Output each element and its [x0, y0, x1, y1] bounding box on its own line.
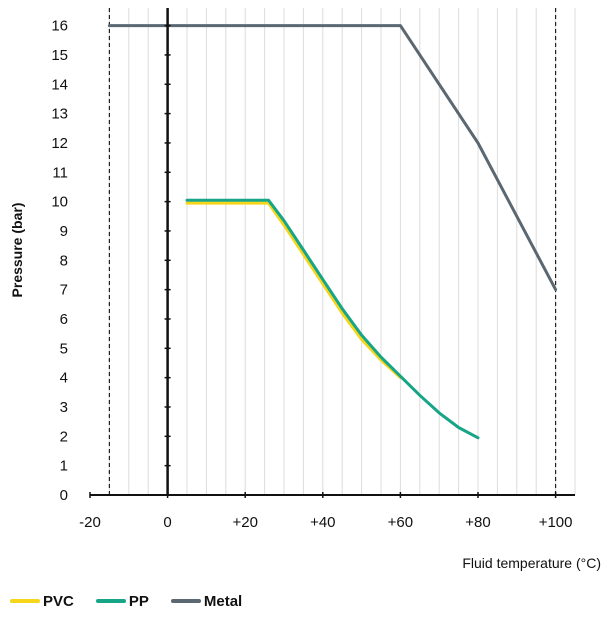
series-line-pp — [185, 198, 480, 440]
legend-label: PVC — [43, 592, 74, 610]
legend: PVC PP Metal — [10, 590, 242, 612]
legend-swatch — [10, 599, 40, 603]
x-tick-label: +80 — [465, 514, 490, 531]
reference-lines — [108, 8, 557, 495]
y-tick-label: 4 — [60, 370, 68, 387]
y-tick-label: 3 — [60, 399, 68, 416]
grid — [108, 8, 576, 495]
x-tick-label: +60 — [388, 514, 413, 531]
legend-item-pvc: PVC — [10, 593, 74, 610]
series-line-metal — [107, 24, 558, 292]
y-tick-label: 10 — [51, 194, 68, 211]
y-tick-label: 7 — [60, 282, 68, 299]
y-tick-label: 13 — [51, 106, 68, 123]
y-tick-label: 6 — [60, 311, 68, 328]
x-tick-label: +100 — [539, 514, 573, 531]
y-tick-label: 5 — [60, 340, 68, 357]
y-tick-label: 1 — [60, 458, 68, 475]
x-tick-label: 0 — [163, 514, 171, 531]
y-tick-label: 9 — [60, 223, 68, 240]
series-lines — [107, 24, 558, 440]
y-tick-label: 0 — [60, 487, 68, 504]
y-tick-label: 2 — [60, 428, 68, 445]
legend-swatch — [170, 599, 201, 603]
x-tick-label: -20 — [79, 514, 101, 531]
x-tick-label: +20 — [232, 514, 257, 531]
axes — [89, 8, 575, 498]
series-line-pvc — [185, 201, 402, 380]
y-tick-label: 8 — [60, 252, 68, 269]
legend-item-metal: Metal — [170, 592, 243, 610]
x-tick-label: +40 — [310, 514, 335, 531]
y-tick-label: 11 — [52, 164, 68, 181]
y-tick-label: 15 — [51, 47, 68, 64]
legend-swatch — [95, 599, 126, 603]
x-axis-label: Fluid temperature (°C) — [462, 555, 601, 571]
legend-item-pp: PP — [95, 592, 149, 610]
legend-label: PP — [128, 592, 149, 610]
y-tick-label: 14 — [51, 76, 68, 93]
y-tick-label: 12 — [51, 135, 68, 152]
y-axis-label: Pressure (bar) — [9, 203, 25, 298]
legend-label: Metal — [203, 592, 243, 610]
y-tick-label: 16 — [51, 18, 68, 35]
